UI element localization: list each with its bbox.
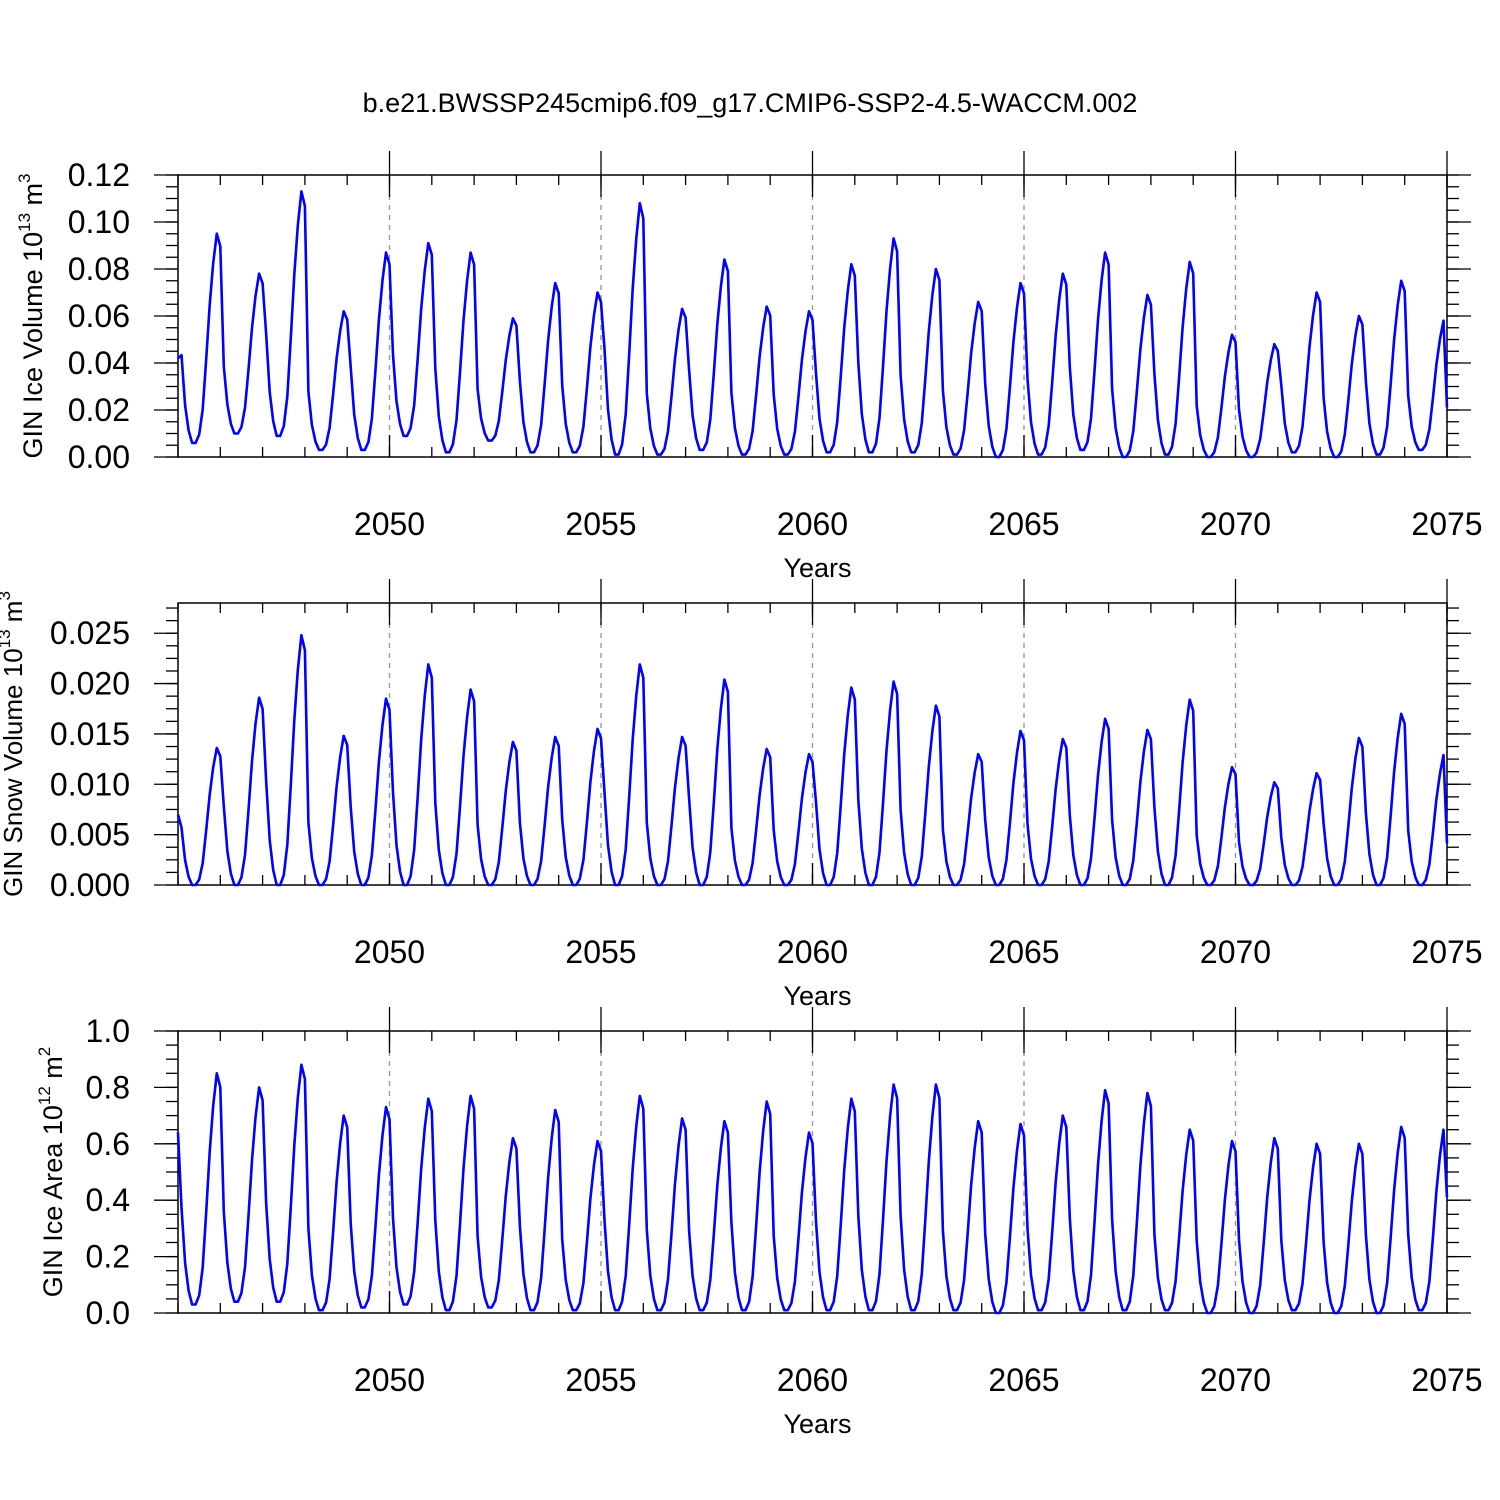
y-axis-label-base: GIN Ice Volume 10 (18, 232, 48, 459)
y-tick-label: 0.6 (86, 1126, 130, 1162)
x-tick-label: 2075 (1411, 1362, 1482, 1398)
y-axis-label-base: GIN Snow Volume 10 (0, 648, 28, 897)
y-tick-label: 0.2 (86, 1239, 130, 1275)
y-tick-label: 0.020 (50, 666, 130, 702)
panel-3: 0.0 0.2 0.4 0.6 0.8 1.0 2050 2055 2060 2065 2070 20… (35, 1007, 1483, 1439)
x-tick-label: 2050 (354, 1362, 425, 1398)
y-axis-label-unit: m (38, 1056, 68, 1086)
plot-frame (177, 1030, 1448, 1314)
y-axis-label: GIN Ice Volume 1013 m3 (15, 173, 48, 458)
y-axis-label-unit: m (0, 601, 28, 630)
y-tick-label: 0.0 (86, 1295, 130, 1331)
y-tick-label: 0.04 (68, 345, 130, 381)
x-tick-label: 2065 (988, 506, 1059, 542)
figure-title: b.e21.BWSSP245cmip6.f09_g17.CMIP6-SSP2-4… (363, 88, 1138, 118)
y-tick-label: 0.000 (50, 867, 130, 903)
x-tick-label: 2075 (1411, 506, 1482, 542)
y-tick-label: 0.08 (68, 251, 130, 287)
y-tick-label: 0.02 (68, 392, 130, 428)
y-tick-label: 0.4 (86, 1182, 130, 1218)
series-line-gin-ice-volume (177, 190, 1449, 459)
x-tick-label: 2070 (1200, 934, 1271, 970)
y-axis-label: GIN Ice Area 1012 m2 (35, 1047, 68, 1298)
x-tick-label: 2055 (565, 934, 636, 970)
y-tick-label: 0.12 (68, 157, 130, 193)
x-axis-label: Years (783, 1409, 851, 1439)
plot-frame (177, 602, 1448, 886)
y-axis-label-unit-exponent: 3 (15, 173, 34, 182)
x-axis-label: Years (783, 981, 851, 1011)
x-tick-label: 2055 (565, 506, 636, 542)
x-tick-label: 2060 (777, 934, 848, 970)
x-tick-label: 2065 (988, 1362, 1059, 1398)
x-tick-label: 2060 (777, 1362, 848, 1398)
x-tick-label: 2070 (1200, 506, 1271, 542)
x-tick-label: 2050 (354, 934, 425, 970)
series-line-gin-ice-area (176, 1063, 1449, 1315)
y-tick-label: 0.025 (50, 615, 130, 651)
plot-frame (177, 174, 1448, 458)
panel-2: 0.000 0.005 0.010 0.015 0.020 0.025 2050 2055 20… (0, 579, 1483, 1011)
y-tick-label: 1.0 (86, 1013, 130, 1049)
y-axis-label-unit: m (18, 183, 48, 213)
x-tick-label: 2050 (354, 506, 425, 542)
x-tick-label: 2070 (1200, 1362, 1271, 1398)
y-tick-label: 0.8 (86, 1069, 130, 1105)
y-axis-label: GIN Snow Volume 1013 m3 (0, 591, 28, 897)
y-axis-label-exponent: 12 (35, 1086, 54, 1105)
y-tick-label: 0.06 (68, 298, 130, 334)
y-tick-label: 0.015 (50, 716, 130, 752)
y-tick-label: 0.010 (50, 766, 130, 802)
x-tick-label: 2060 (777, 506, 848, 542)
y-axis-label-exponent: 13 (0, 629, 14, 648)
y-tick-label: 0.00 (68, 439, 130, 475)
y-axis-label-base: GIN Ice Area 10 (38, 1105, 68, 1297)
y-tick-label: 0.005 (50, 817, 130, 853)
y-axis-label-unit-exponent: 2 (35, 1047, 54, 1056)
y-tick-label: 0.10 (68, 204, 130, 240)
x-tick-label: 2065 (988, 934, 1059, 970)
y-axis-label-exponent: 13 (15, 213, 34, 232)
y-axis-label-unit-exponent: 3 (0, 591, 14, 600)
x-axis-label: Years (783, 553, 851, 583)
series-line-gin-snow-volume (176, 633, 1449, 887)
x-tick-label: 2055 (565, 1362, 636, 1398)
x-tick-label: 2075 (1411, 934, 1482, 970)
panel-1: 0.00 0.02 0.04 0.06 0.08 0.10 0.12 2050 2055 2060… (15, 151, 1483, 583)
